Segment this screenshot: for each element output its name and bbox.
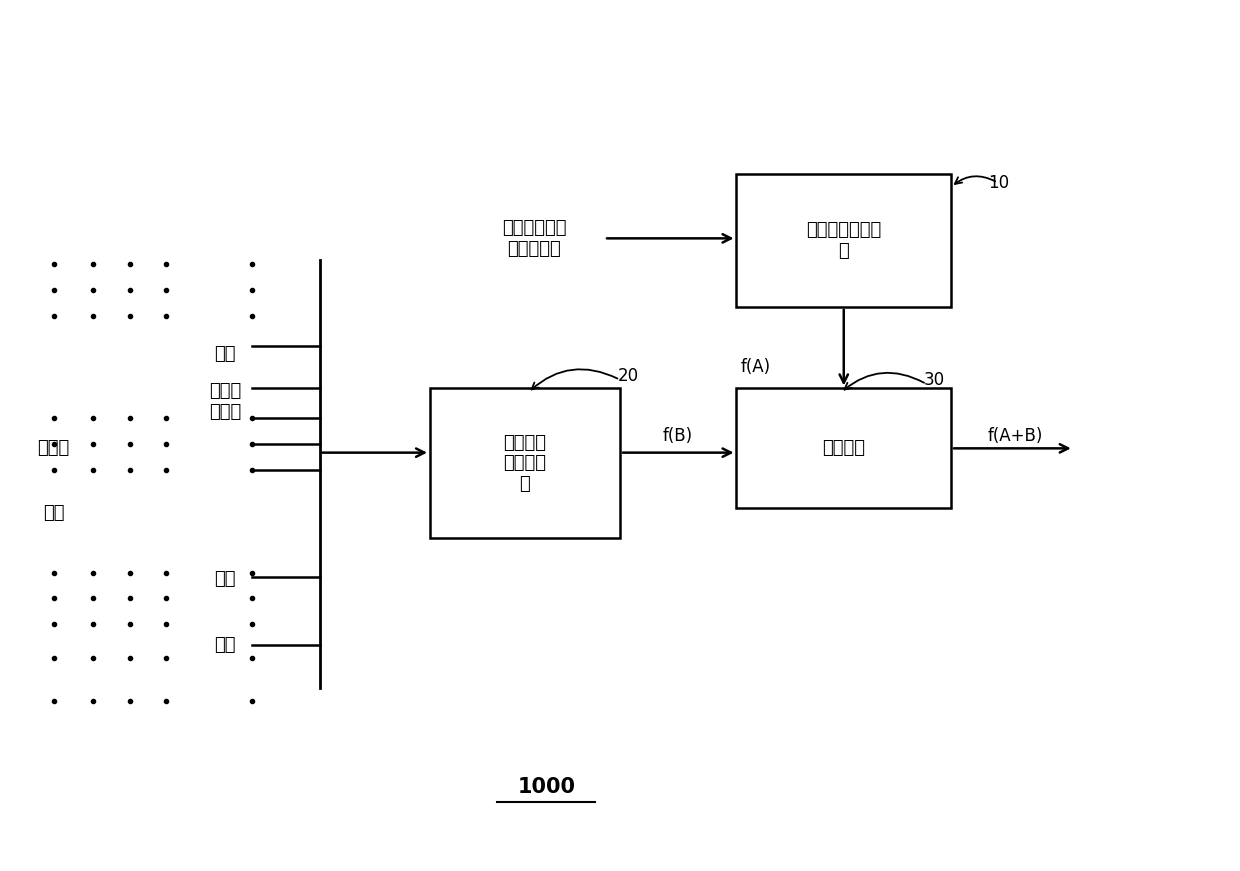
Bar — [430, 388, 620, 538]
Text: 非授权频
段分析模
块: 非授权频 段分析模 块 — [503, 434, 547, 493]
Text: 调制模块: 调制模块 — [822, 439, 866, 457]
Bar — [737, 174, 951, 307]
Text: 业余无
线电台: 业余无 线电台 — [210, 381, 242, 421]
Text: 气象: 气象 — [215, 637, 236, 654]
Text: 系统授权的离
散频率资源: 系统授权的离 散频率资源 — [502, 219, 567, 258]
Text: 30: 30 — [924, 371, 945, 388]
Text: 20: 20 — [618, 367, 639, 384]
Text: 水利: 水利 — [215, 571, 236, 589]
Bar — [737, 388, 951, 509]
Text: 授权频段分析模
块: 授权频段分析模 块 — [806, 221, 882, 260]
Text: 非授权: 非授权 — [37, 439, 69, 457]
Text: f(A+B): f(A+B) — [988, 427, 1043, 444]
Text: 频段: 频段 — [43, 503, 64, 522]
Text: 10: 10 — [988, 173, 1009, 192]
Text: 1000: 1000 — [517, 777, 575, 797]
Text: f(A): f(A) — [740, 358, 770, 376]
Text: f(B): f(B) — [663, 427, 693, 444]
Text: 电力: 电力 — [215, 345, 236, 363]
